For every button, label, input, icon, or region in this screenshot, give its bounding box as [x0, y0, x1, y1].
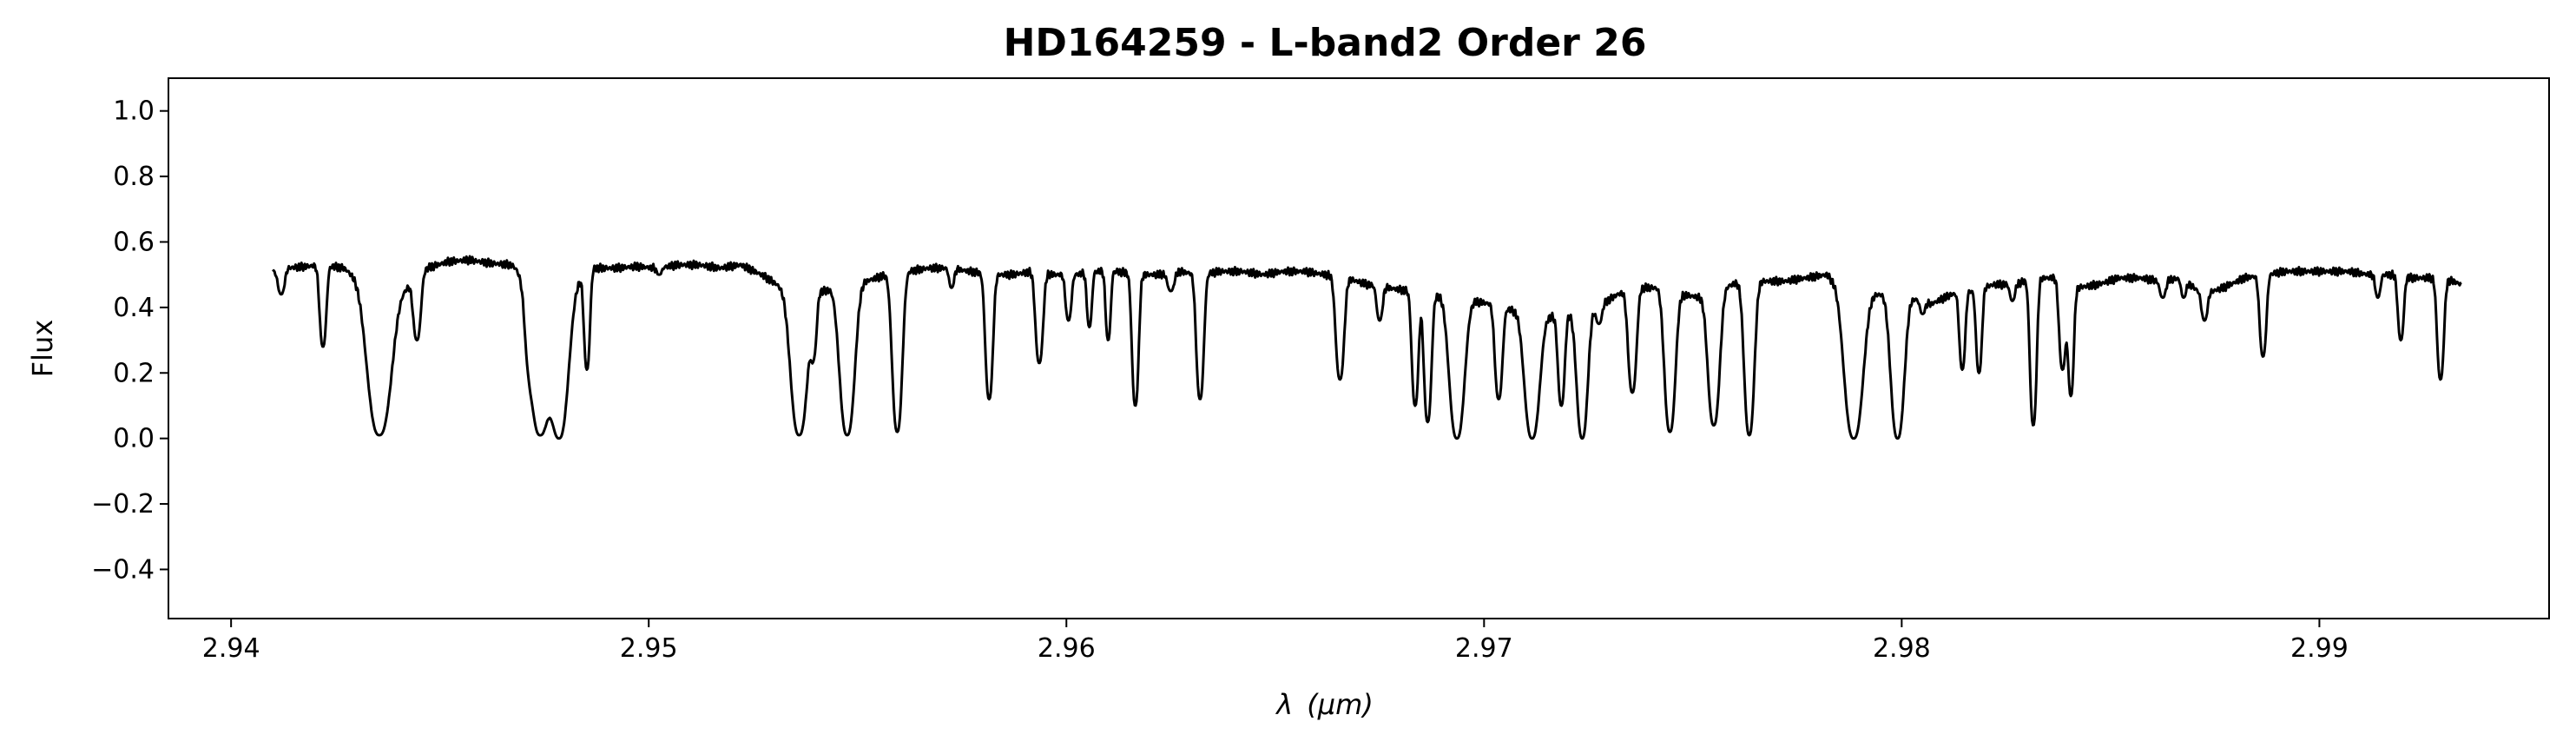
y-tick-label: 0.8 [113, 162, 155, 192]
y-tick-label: 0.0 [113, 424, 155, 454]
y-tick-label: 1.0 [113, 96, 155, 127]
x-tick-label: 2.95 [620, 633, 678, 664]
y-axis-label: Flux [26, 320, 59, 378]
x-tick-label: 2.97 [1455, 633, 1513, 664]
x-axis-ticks: 2.94 2.95 2.96 2.97 2.98 2.99 [202, 619, 2349, 664]
x-tick-label: 2.98 [1873, 633, 1931, 664]
x-axis-symbol: λ [1275, 688, 1293, 721]
y-tick-label: −0.2 [91, 489, 155, 520]
flux-series-line [272, 255, 2462, 440]
x-axis-label: λ (μm) [1275, 688, 1374, 721]
y-tick-label: −0.4 [91, 554, 155, 585]
y-tick-label: 0.6 [113, 227, 155, 257]
x-tick-label: 2.94 [202, 633, 260, 664]
y-axis-ticks: −0.4 −0.2 0.0 0.2 0.4 0.6 0.8 1.0 [91, 96, 168, 585]
plot-frame [168, 77, 2550, 619]
x-axis-unit: (μm) [1307, 688, 1374, 721]
chart-title: HD164259 - L-band2 Order 26 [1004, 21, 1647, 65]
y-tick-label: 0.4 [113, 293, 155, 323]
y-tick-label: 0.2 [113, 358, 155, 388]
x-tick-label: 2.96 [1038, 633, 1096, 664]
x-tick-label: 2.99 [2290, 633, 2349, 664]
